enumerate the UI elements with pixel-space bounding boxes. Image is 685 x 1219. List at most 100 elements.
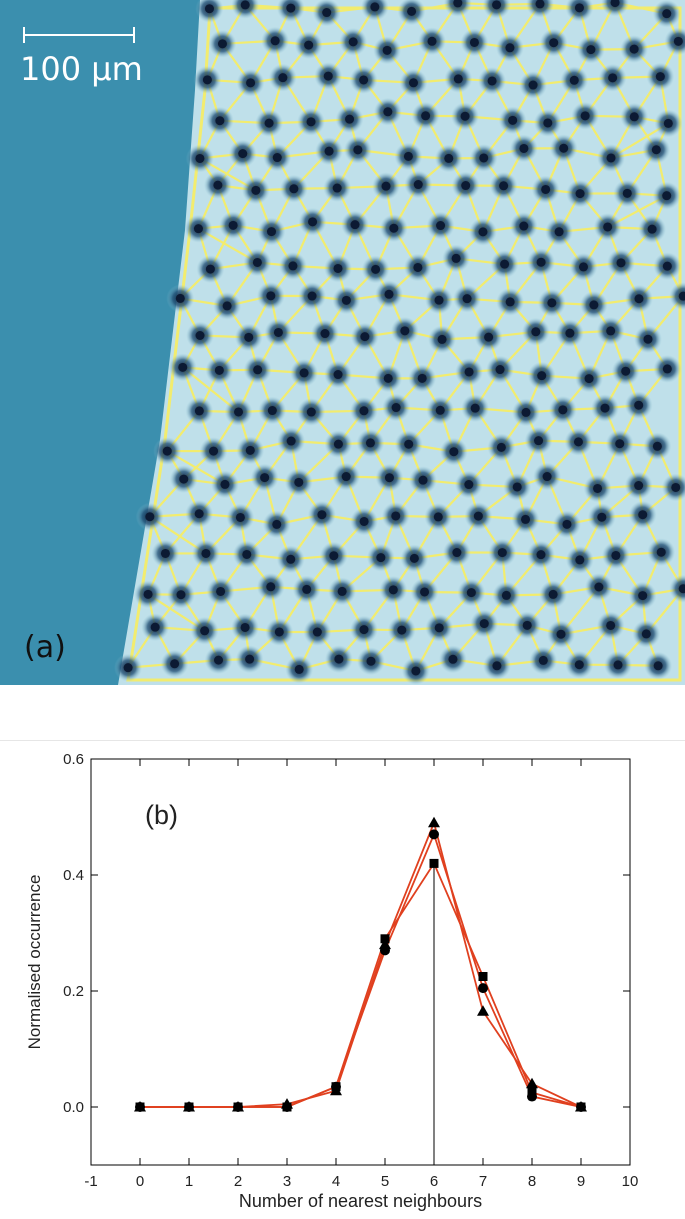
pore-node [307, 291, 317, 301]
x-tick-label: 9 [577, 1173, 585, 1190]
pore-node [353, 145, 363, 155]
pore-node [145, 512, 155, 522]
pore-node [304, 40, 314, 50]
pore-node [413, 262, 423, 272]
pore-node [411, 666, 421, 676]
pore-node [209, 446, 219, 456]
pore-node [508, 115, 518, 125]
pore-node [606, 153, 616, 163]
pore-node [222, 301, 232, 311]
pore-node [433, 512, 443, 522]
pore-node [371, 264, 381, 274]
pore-node [464, 480, 474, 490]
pore-node [656, 547, 666, 557]
pore-node [594, 582, 604, 592]
pore-node [286, 554, 296, 564]
x-tick-label: 3 [283, 1173, 291, 1190]
y-tick-label: 0.6 [63, 751, 84, 768]
pore-node [238, 149, 248, 159]
panel-divider [0, 740, 685, 741]
pore-node [312, 627, 322, 637]
x-tick-label: 8 [528, 1173, 536, 1190]
pore-node [333, 263, 343, 273]
pore-node [407, 6, 417, 16]
marker-triangle [575, 1101, 587, 1112]
pore-node [408, 78, 418, 88]
pore-node [322, 8, 332, 18]
pore-node [337, 586, 347, 596]
pore-node [531, 327, 541, 337]
pore-node [512, 482, 522, 492]
pore-node [522, 620, 532, 630]
pore-node [519, 143, 529, 153]
pore-node [194, 406, 204, 416]
marker-square [478, 972, 488, 981]
pore-node [267, 406, 277, 416]
pore-node [359, 625, 369, 635]
pore-node [578, 262, 588, 272]
pore-node [341, 472, 351, 482]
pore-node [535, 0, 545, 9]
marker-triangle [183, 1101, 195, 1112]
panel-a-label: (a) [24, 630, 66, 665]
pore-node [484, 332, 494, 342]
pore-node [244, 332, 254, 342]
pore-node [536, 257, 546, 267]
marker-square [429, 858, 439, 868]
pore-node [613, 660, 623, 670]
pore-node [365, 438, 375, 448]
pore-node [622, 188, 632, 198]
marker-circle [527, 1091, 537, 1102]
pore-node [228, 220, 238, 230]
pore-node [538, 655, 548, 665]
pore-node [397, 625, 407, 635]
pore-node [376, 553, 386, 563]
pore-node [479, 619, 489, 629]
pore-node [574, 3, 584, 13]
marker-triangle [379, 938, 391, 950]
pore-node [323, 71, 333, 81]
pore-node [403, 151, 413, 161]
pore-node [629, 44, 639, 54]
pore-node [453, 0, 463, 8]
pore-node [317, 510, 327, 520]
pore-node [608, 73, 618, 83]
pore-node [584, 374, 594, 384]
pore-halo [669, 282, 685, 311]
x-tick-label: 5 [381, 1173, 389, 1190]
marker-triangle [428, 816, 440, 828]
x-tick-label: 1 [185, 1173, 193, 1190]
pore-halo [443, 0, 472, 17]
pore-node [634, 481, 644, 491]
pore-node [213, 180, 223, 190]
pore-node [175, 293, 185, 303]
pore-node [673, 36, 683, 46]
pore-node [629, 112, 639, 122]
pore-node [205, 264, 215, 274]
pore-node [496, 442, 506, 452]
pore-halo [601, 0, 630, 17]
pore-node [652, 441, 662, 451]
pore-node [214, 655, 224, 665]
pore-node [245, 445, 255, 455]
scale-bar-label: 100 μm [20, 50, 143, 88]
pore-node [574, 660, 584, 670]
pore-node [143, 589, 153, 599]
pore-node [333, 370, 343, 380]
pore-node [170, 659, 180, 669]
pore-node [391, 403, 401, 413]
pore-node [643, 334, 653, 344]
pore-node [299, 368, 309, 378]
pore-node [383, 373, 393, 383]
pore-node [470, 403, 480, 413]
pore-node [272, 519, 282, 529]
pore-node [597, 512, 607, 522]
axis-ticks: -1 0 1 2 3 4 5 6 7 8 9 10 0.0 0.2 0.4 0.6 [63, 751, 638, 1190]
pore-node [634, 400, 644, 410]
pore-node [384, 289, 394, 299]
pore-node [162, 446, 172, 456]
pore-node [558, 405, 568, 415]
x-axis-title: Number of nearest neighbours [239, 1191, 482, 1211]
pore-node [220, 479, 230, 489]
pore-node [565, 328, 575, 338]
